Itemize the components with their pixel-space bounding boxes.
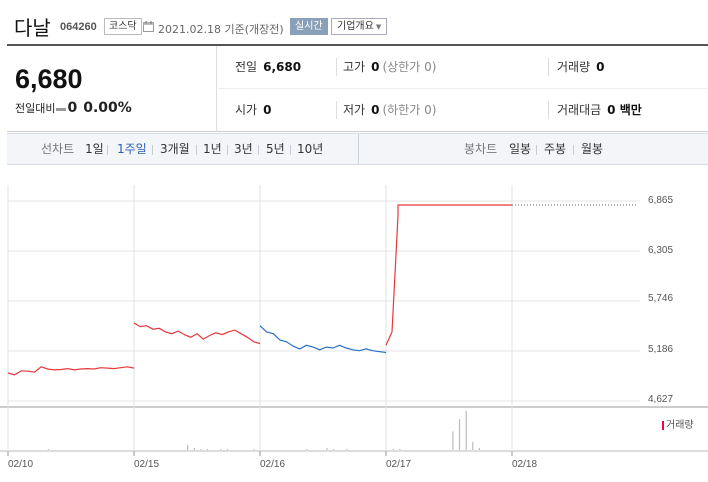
stock-code: 064260: [60, 21, 97, 33]
triangle-down-icon: ▼: [375, 23, 382, 31]
flat-icon: [56, 107, 67, 111]
tab-5y[interactable]: 5년: [266, 142, 285, 156]
diff-label: 전일대비: [15, 102, 56, 115]
volume-bar: [458, 419, 461, 450]
volume-bar: [465, 411, 467, 450]
high-value: 0: [371, 60, 380, 74]
tab-1w[interactable]: 1주일: [117, 142, 147, 156]
trade-amount: 거래대금 0 백만: [557, 89, 642, 132]
low-price: 저가 0 (하한가 0): [343, 89, 436, 132]
volume-bar: [392, 449, 394, 450]
volume-bar: [220, 449, 222, 450]
tab-3y[interactable]: 3년: [234, 142, 253, 156]
volume-bar: [206, 449, 209, 450]
candle-chart-label: 봉차트: [464, 142, 498, 156]
volume-bar: [306, 449, 308, 450]
x-tick-label: 02/18: [512, 459, 538, 470]
volume-label: 거래량: [557, 60, 591, 74]
x-tick-label: 02/10: [8, 459, 34, 470]
tab-monthly-candle[interactable]: 월봉: [581, 142, 604, 156]
volume-bar: [187, 444, 189, 450]
prev-close: 전일 6,680: [235, 46, 301, 89]
y-tick-label: 5,746: [648, 293, 674, 304]
volume-bar: [399, 449, 401, 450]
company-name: 다날: [14, 16, 51, 40]
upper-limit: (상한가 0): [382, 60, 437, 74]
tab-weekly-candle[interactable]: 주봉: [544, 142, 567, 156]
company-overview-dropdown[interactable]: 기업개요 ▼: [331, 18, 388, 35]
tab-1y[interactable]: 1년: [203, 142, 222, 156]
volume-bar: [478, 447, 480, 450]
volume-legend-label: 거래량: [666, 420, 694, 431]
lower-limit: (하한가 0): [382, 103, 437, 117]
diff-percent: 0.00%: [83, 100, 132, 116]
open-price: 시가 0: [235, 89, 271, 132]
y-tick-label: 5,186: [648, 344, 674, 355]
high-label: 고가: [343, 60, 366, 74]
overview-label: 기업개요: [337, 21, 374, 32]
x-tick-label: 02/15: [134, 459, 160, 470]
tab-10y[interactable]: 10년: [297, 142, 324, 156]
price-series-02-17: [385, 204, 512, 346]
open-value: 0: [263, 103, 272, 117]
volume-bar: [47, 449, 49, 450]
current-price: 6,680: [15, 64, 83, 94]
tab-daily-candle[interactable]: 일봉: [509, 142, 532, 156]
y-tick-label: 6,305: [648, 245, 674, 256]
volume-bar: [200, 449, 202, 450]
summary-row-2: 시가 0 저가 0 (하한가 0) 거래대금 0 백만: [218, 89, 708, 132]
prev-label: 전일: [235, 60, 258, 74]
tab-3m[interactable]: 3개월: [160, 142, 190, 156]
amount-label: 거래대금: [557, 103, 602, 117]
volume-bar: [253, 449, 255, 450]
stock-header: 다날 064260 코스닥 2021.02.18 기준(개장전) 실시간 기업개…: [0, 0, 708, 44]
low-value: 0: [371, 103, 380, 117]
volume-legend-marker: [662, 420, 664, 430]
amount-value: 0 백만: [607, 103, 642, 117]
diff-value: 0: [67, 100, 78, 116]
volume-bar: [193, 447, 195, 450]
current-price-box: 6,680 전일대비 0 0.00%: [7, 46, 217, 132]
price-series-02-16: [259, 325, 387, 354]
volume-bar: [346, 449, 348, 450]
calendar-icon: [143, 21, 154, 32]
tab-1d[interactable]: 1일: [85, 142, 104, 156]
price-series-02-15: [133, 322, 261, 345]
volume-value: 0: [596, 60, 605, 74]
x-tick-label: 02/16: [260, 459, 286, 470]
y-tick-label: 6,865: [648, 195, 674, 206]
price-chart-svg: [0, 185, 708, 456]
volume: 거래량 0: [557, 46, 604, 89]
volume-bar: [452, 431, 454, 450]
line-chart-label: 선차트: [41, 142, 75, 156]
volume-bar: [472, 441, 474, 450]
period-selector: 선차트 1일 1주일 3개월 1년 3년 5년 10년 봉차트 일봉 주봉 월봉: [7, 133, 708, 165]
y-tick-label: 4,627: [648, 394, 674, 405]
price-summary: 6,680 전일대비 0 0.00% 전일 6,680 고가 0 (상한가 0) 거래량 0…: [7, 44, 708, 132]
price-change: 전일대비 0 0.00%: [15, 100, 132, 116]
open-label: 시가: [235, 103, 258, 117]
volume-legend: 거래량: [662, 416, 694, 431]
x-tick-label: 02/17: [386, 459, 412, 470]
market-badge: 코스닥: [104, 18, 142, 35]
price-chart[interactable]: 6,865 6,305 5,746 5,186 4,627 거래량 02/10 …: [0, 165, 708, 482]
high-price: 고가 0 (상한가 0): [343, 46, 436, 89]
reference-date: 2021.02.18 기준(개장전): [158, 23, 284, 36]
volume-bar: [332, 449, 335, 450]
price-series-02-10: [7, 366, 135, 376]
realtime-button[interactable]: 실시간: [290, 18, 328, 35]
volume-bar: [226, 449, 228, 450]
summary-row-1: 전일 6,680 고가 0 (상한가 0) 거래량 0: [218, 46, 708, 89]
volume-bar: [326, 447, 328, 450]
prev-value: 6,680: [263, 60, 302, 74]
low-label: 저가: [343, 103, 366, 117]
